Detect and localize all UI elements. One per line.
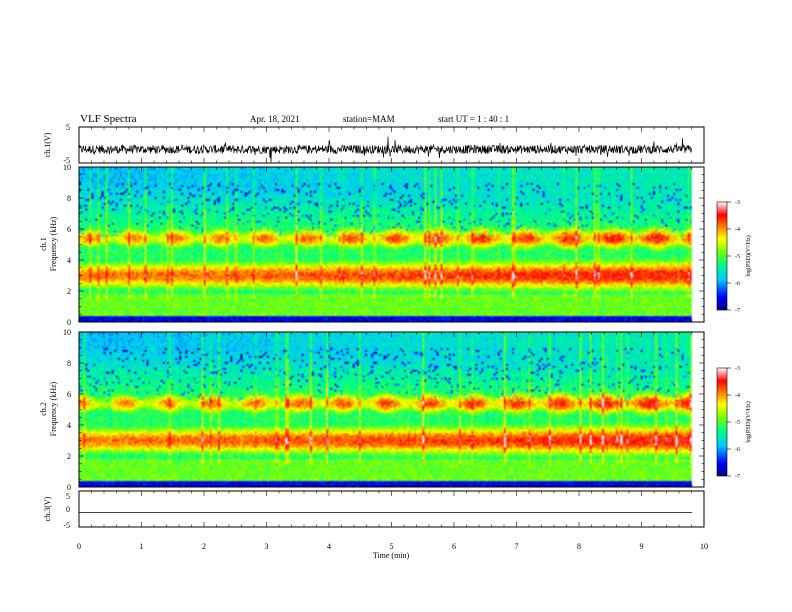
frequency-tick-label: 4 bbox=[67, 256, 71, 265]
ch1-spectrogram-ylabel: ch.1 bbox=[39, 237, 48, 251]
station-label: station=MAM bbox=[343, 114, 395, 124]
colorbar-tick-label: -4 bbox=[735, 227, 740, 233]
ch1-colorbar-gradient bbox=[716, 201, 728, 311]
frequency-tick-label: 2 bbox=[67, 287, 71, 296]
ch3-waveform-ylabel: ch.3(V) bbox=[43, 496, 52, 521]
ch2-colorbar-label: log(PSD)(V²/Hz) bbox=[745, 401, 752, 442]
frequency-tick-label: 10 bbox=[63, 163, 71, 172]
time-tick-label: 7 bbox=[515, 542, 519, 551]
time-tick-label: 10 bbox=[700, 542, 708, 551]
ch2-spectrogram-panel: 0 2 4 6 8 10 ch.2 Frequency (kHz) bbox=[39, 328, 705, 492]
ch2-colorbar: -3 -4 -5 -6 -7 log(PSD)(V²/Hz) bbox=[716, 366, 752, 480]
ch1-spectrogram-image bbox=[79, 167, 704, 322]
ch1-colorbar-label: log(PSD)(V²/Hz) bbox=[745, 235, 752, 276]
time-tick-label: 0 bbox=[77, 542, 81, 551]
ch2-frequency-axis-label: Frequency (kHz) bbox=[49, 381, 58, 436]
frequency-tick-label: 4 bbox=[67, 421, 71, 430]
time-tick-label: 4 bbox=[327, 542, 331, 551]
figure-title: VLF Spectra bbox=[80, 113, 137, 125]
ch3-ytick-5: 5 bbox=[66, 492, 70, 501]
time-tick-label: 8 bbox=[577, 542, 581, 551]
ch3-ytick-minus5: -5 bbox=[63, 521, 70, 530]
time-tick-label: 1 bbox=[140, 542, 144, 551]
start-time-label: start UT = 1 : 40 : 1 bbox=[438, 114, 509, 124]
colorbar-tick-label: -7 bbox=[735, 308, 740, 314]
time-tick-label: 2 bbox=[202, 542, 206, 551]
time-tick-label: 3 bbox=[265, 542, 269, 551]
ch1-waveform-ylabel: ch.1(V) bbox=[43, 132, 52, 157]
ch3-ytick-0: 0 bbox=[66, 505, 70, 514]
ch1-frequency-axis-label: Frequency (kHz) bbox=[49, 216, 58, 271]
ch1-colorbar: -3 -4 -5 -6 -7 log(PSD)(V²/Hz) bbox=[716, 200, 752, 314]
ch2-spectrogram-ylabel: ch.2 bbox=[39, 402, 48, 416]
ch1-waveform-panel: 5 -5 ch.1(V) bbox=[43, 123, 705, 165]
ch1-colorbar-ticks: -3 -4 -5 -6 -7 bbox=[727, 200, 740, 314]
ch1-ytick-minus5: -5 bbox=[63, 156, 70, 165]
frequency-tick-label: 2 bbox=[67, 452, 71, 461]
frequency-tick-label: 8 bbox=[67, 359, 71, 368]
ch2-colorbar-ticks: -3 -4 -5 -6 -7 bbox=[727, 366, 740, 480]
date-label: Apr. 18, 2021 bbox=[250, 114, 300, 124]
ch1-spectrogram-panel: 0 2 4 6 8 10 ch.1 Frequency (kHz) bbox=[39, 163, 705, 327]
time-axis-labels: 0 1 2 3 4 5 6 7 8 9 10 bbox=[77, 542, 708, 551]
time-tick-label: 6 bbox=[452, 542, 456, 551]
frequency-tick-label: 0 bbox=[67, 318, 71, 327]
colorbar-tick-label: -6 bbox=[735, 447, 740, 453]
ch2-colorbar-gradient bbox=[716, 367, 728, 477]
ch1-waveform-frame bbox=[78, 126, 705, 164]
ch1-ytick-5: 5 bbox=[66, 123, 70, 132]
ch1-frequency-ticks: 0 2 4 6 8 10 bbox=[63, 163, 704, 327]
frequency-tick-label: 10 bbox=[63, 328, 71, 337]
colorbar-tick-label: -4 bbox=[735, 393, 740, 399]
frequency-tick-label: 6 bbox=[67, 225, 71, 234]
ch2-frequency-ticks: 0 2 4 6 8 10 bbox=[63, 328, 704, 492]
colorbar-tick-label: -3 bbox=[735, 200, 740, 206]
time-tick-label: 9 bbox=[640, 542, 644, 551]
spectrogram-raster bbox=[79, 332, 704, 487]
frequency-tick-label: 0 bbox=[67, 483, 71, 492]
time-axis-label: Time (min) bbox=[373, 551, 410, 560]
time-tick-label: 5 bbox=[390, 542, 394, 551]
spectrogram-raster bbox=[79, 167, 704, 322]
colorbar-tick-label: -6 bbox=[735, 281, 740, 287]
colorbar-tick-label: -3 bbox=[735, 366, 740, 372]
colorbar-tick-label: -7 bbox=[735, 474, 740, 480]
time-axis-ticks bbox=[78, 127, 705, 527]
colorbar-tick-label: -5 bbox=[735, 420, 740, 426]
colorbar-tick-label: -5 bbox=[735, 254, 740, 260]
frequency-tick-label: 8 bbox=[67, 194, 71, 203]
ch1-waveform-trace bbox=[78, 136, 692, 163]
frequency-tick-label: 6 bbox=[67, 390, 71, 399]
ch3-waveform-panel: 5 0 -5 ch.3(V) bbox=[43, 490, 705, 530]
ch3-waveform-frame bbox=[78, 490, 705, 528]
ch2-spectrogram-image bbox=[79, 332, 704, 487]
